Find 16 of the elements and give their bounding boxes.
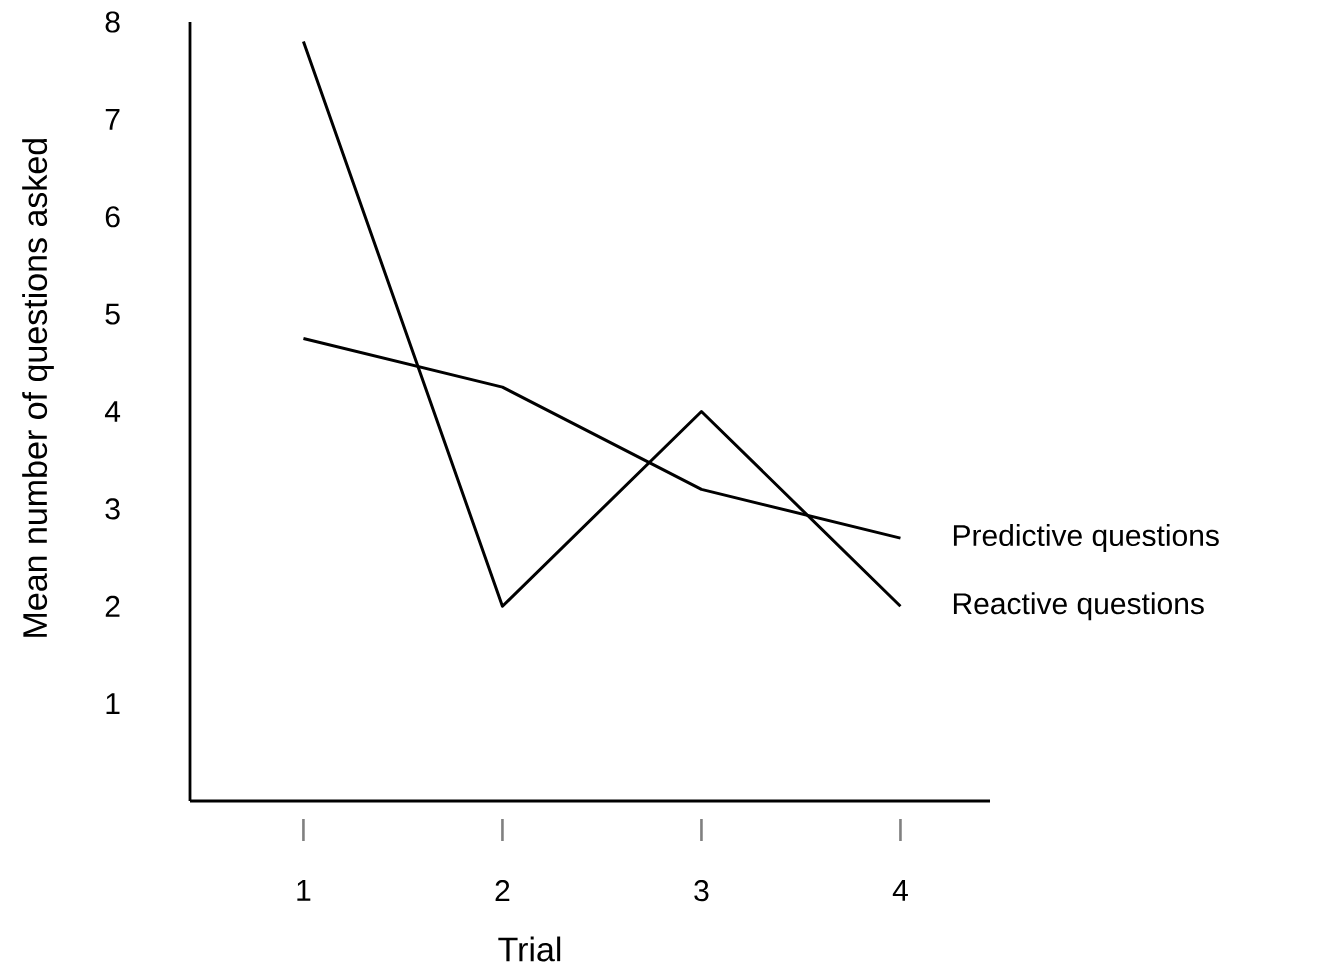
x-axis-title: Trial [498,936,561,962]
series-label: Predictive questions [953,524,1219,553]
x-tick-label: 2 [495,880,510,901]
y-tick-label: 1 [106,693,120,714]
y-tick-label: 2 [105,595,120,617]
x-tick-label: 1 [297,880,311,901]
y-tick-label: 7 [105,109,120,130]
y-tick-label: 8 [105,11,120,33]
x-tick-label: 3 [694,880,709,902]
series-label: Reactive questions [953,592,1204,621]
y-axis-title: Mean number of questions asked [22,139,54,637]
y-tick-label: 5 [105,303,120,325]
y-tick-label: 3 [105,498,120,520]
x-tick-label: 4 [892,880,908,901]
y-tick-label: 6 [105,206,120,228]
y-tick-label: 4 [104,401,121,422]
